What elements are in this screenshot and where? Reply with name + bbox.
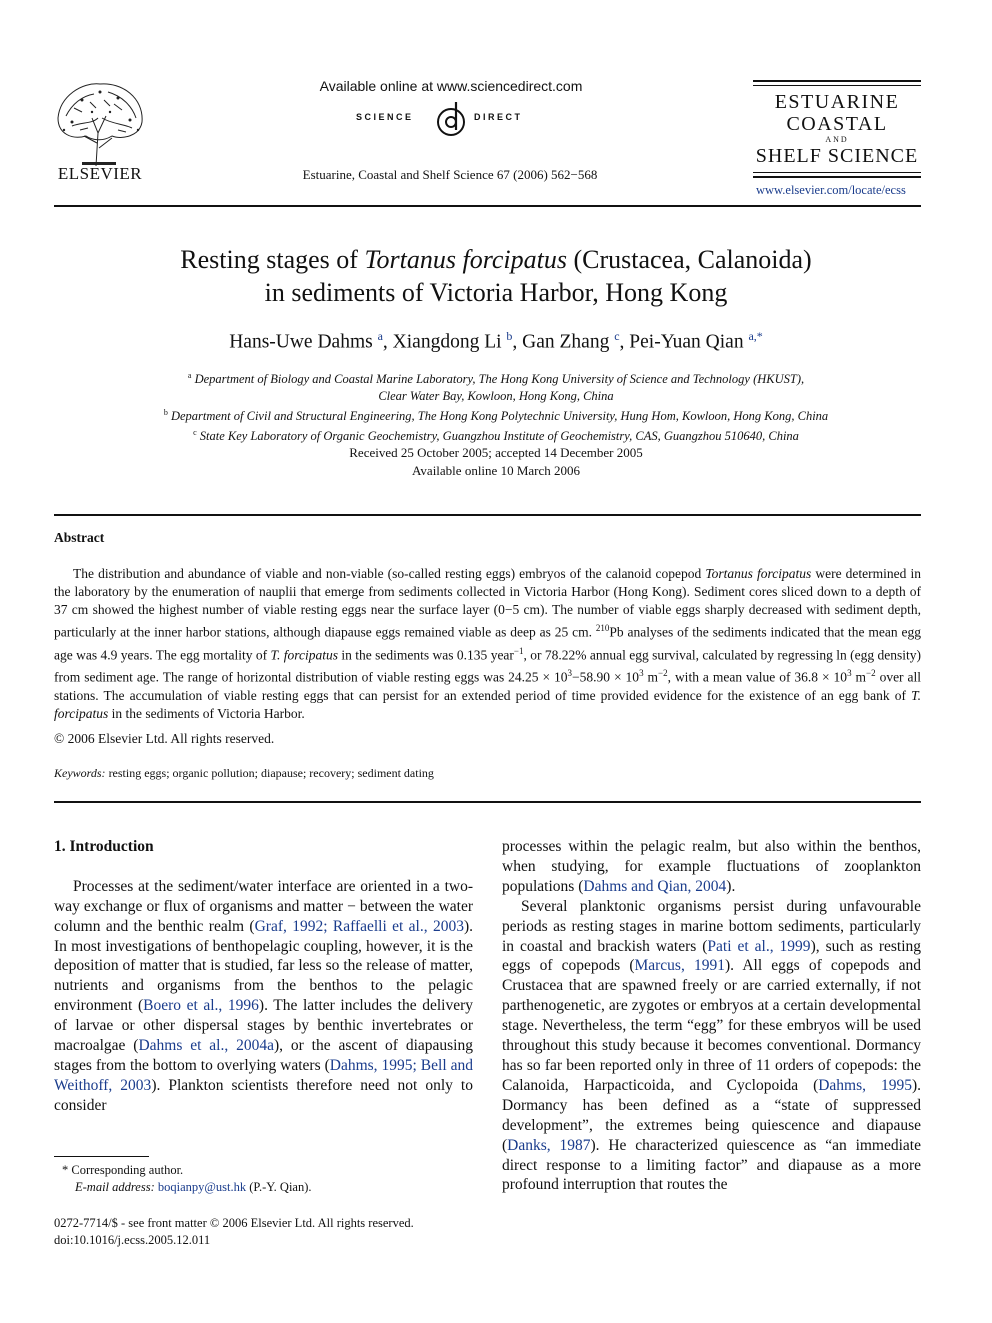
citation-link[interactable]: Graf, 1992; Raffaelli et al., 2003 <box>254 917 464 935</box>
citation-link[interactable]: Boero et al., 1996 <box>143 997 259 1015</box>
paragraph: Several planktonic organisms persist dur… <box>502 897 922 1194</box>
citation-link[interactable]: Dahms and Qian, 2004 <box>583 877 727 895</box>
author-affil-link[interactable]: a <box>377 329 383 343</box>
journal-url[interactable]: www.elsevier.com/locate/ecss <box>756 183 906 197</box>
doi-line: doi:10.1016/j.ecss.2005.12.011 <box>54 1233 211 1247</box>
author-name: Hans-Uwe Dahms <box>229 331 373 353</box>
title-post: (Crustacea, Calanoida) <box>566 245 812 274</box>
author-affil-link[interactable]: b <box>506 329 513 343</box>
article-title: Resting stages of Tortanus forcipatus (C… <box>60 243 932 309</box>
author-affil-link[interactable]: a,* <box>748 329 763 343</box>
footnote: * Corresponding author. E-mail address: … <box>62 1162 312 1196</box>
journal-line4: SHELF SCIENCE <box>755 145 919 167</box>
sciencedirect-d-icon <box>437 102 465 136</box>
page-footer: 0272-7714/$ - see front matter © 2006 El… <box>54 1215 414 1249</box>
available-online: Available online at www.sciencedirect.co… <box>319 78 583 94</box>
citation-link[interactable]: Dahms et al., 2004a <box>138 1037 274 1055</box>
affiliation-a: a Department of Biology and Coastal Mari… <box>187 371 805 387</box>
section-heading: 1. Introduction <box>54 838 154 855</box>
citation-link[interactable]: Pati et al., 1999 <box>707 937 811 955</box>
keywords-list: resting eggs; organic pollution; diapaus… <box>108 766 434 780</box>
title-pre: Resting stages of <box>180 245 365 274</box>
journal-line1: ESTUARINE <box>774 91 900 113</box>
received-date: Received 25 October 2005; accepted 14 De… <box>349 445 643 460</box>
online-date: Available online 10 March 2006 <box>412 463 580 478</box>
email-owner: (P.-Y. Qian). <box>249 1180 312 1194</box>
publisher-name: ELSEVIER <box>57 164 143 183</box>
elsevier-tree-icon <box>52 78 148 168</box>
left-column: 1. Introduction Processes at the sedimen… <box>54 837 473 1116</box>
header-divider <box>54 205 921 207</box>
affiliation-a-cont: Clear Water Bay, Kowloon, Hong Kong, Chi… <box>378 388 614 403</box>
author-list: Hans-Uwe Dahms a, Xiangdong Li b, Gan Zh… <box>229 329 763 353</box>
citation-link[interactable]: Danks, 1987 <box>507 1136 591 1154</box>
sciencedirect-right: DIRECT <box>474 112 523 122</box>
author-name: Xiangdong Li <box>392 331 502 353</box>
sciencedirect-left: SCIENCE <box>356 112 414 122</box>
footnote-rule <box>54 1156 149 1157</box>
article-dates: Received 25 October 2005; accepted 14 De… <box>60 444 932 480</box>
journal-line2: COASTAL <box>786 113 888 135</box>
email-label: E-mail address: <box>75 1180 155 1194</box>
keywords: Keywords: resting eggs; organic pollutio… <box>54 766 434 781</box>
sciencedirect-logo: SCIENCE DIRECT <box>356 100 546 138</box>
elsevier-logo: ELSEVIER <box>52 78 148 183</box>
paragraph: Processes at the sediment/water interfac… <box>54 877 473 1114</box>
email-link[interactable]: boqianpy@ust.hk <box>157 1180 247 1194</box>
abstract-body: The distribution and abundance of viable… <box>54 566 921 721</box>
paragraph: processes within the pelagic realm, but … <box>502 838 921 895</box>
citation-link[interactable]: Marcus, 1991 <box>634 957 725 975</box>
journal-masthead: ESTUARINE COASTAL AND SHELF SCIENCE <box>753 80 921 178</box>
author-affil-link[interactable]: c <box>614 329 620 343</box>
title-line2: in sediments of Victoria Harbor, Hong Ko… <box>264 278 728 307</box>
citation-link[interactable]: Dahms, 1995; Bell and Weithoff, 2003 <box>54 1056 473 1094</box>
abstract-copyright: © 2006 Elsevier Ltd. All rights reserved… <box>54 731 275 746</box>
abstract-bottom-divider <box>54 801 921 803</box>
abstract-top-divider <box>54 514 921 516</box>
corresponding-author: * Corresponding author. <box>62 1163 184 1177</box>
journal-citation: Estuarine, Coastal and Shelf Science 67 … <box>302 167 598 182</box>
author-name: Pei-Yuan Qian <box>629 331 744 353</box>
affiliation-c: c State Key Laboratory of Organic Geoche… <box>193 427 799 443</box>
keywords-label: Keywords: <box>54 766 106 780</box>
affiliation-b: b Department of Civil and Structural Eng… <box>163 407 829 423</box>
author-name: Gan Zhang <box>522 331 610 353</box>
journal-line3: AND <box>825 135 849 144</box>
right-column: processes within the pelagic realm, but … <box>502 837 921 1195</box>
abstract-heading: Abstract <box>54 530 105 545</box>
affiliations: a Department of Biology and Coastal Mari… <box>60 368 932 445</box>
citation-link[interactable]: Dahms, 1995 <box>818 1076 912 1094</box>
title-species: Tortanus forcipatus <box>364 245 567 274</box>
issn-line: 0272-7714/$ - see front matter © 2006 El… <box>54 1216 414 1230</box>
